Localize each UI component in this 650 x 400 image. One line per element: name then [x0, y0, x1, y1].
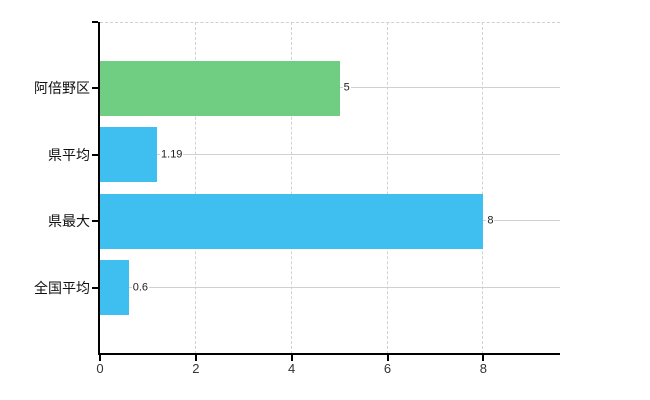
bar-3	[100, 193, 484, 249]
x-axis-tick-label: 8	[479, 361, 487, 376]
y-axis-tick	[92, 220, 98, 223]
y-category-label: 全国平均	[34, 279, 90, 296]
bar-value-label: 5	[342, 81, 351, 95]
y-category-label: 阿倍野区	[34, 80, 90, 97]
horizontal-gridline	[100, 153, 560, 155]
x-axis	[98, 353, 560, 355]
x-axis-tick-label: 0	[96, 361, 104, 376]
x-axis-tick	[386, 355, 389, 361]
plot-area: 5 1.19 8 0.6	[100, 22, 560, 354]
x-axis-tick	[99, 355, 101, 361]
y-axis-top-tick	[92, 21, 98, 23]
vertical-gridline	[482, 22, 484, 354]
x-axis-tick	[194, 355, 197, 361]
y-axis	[98, 22, 100, 354]
bar-4	[100, 260, 129, 316]
x-axis-tick-label: 6	[383, 361, 392, 376]
x-axis-tick-label: 4	[288, 361, 296, 376]
horizontal-gridline	[100, 286, 560, 288]
bar-value-label: 8	[486, 214, 495, 228]
vertical-gridline	[194, 22, 196, 354]
bar-2	[100, 127, 158, 183]
bar-value-label: 0.6	[131, 281, 150, 295]
y-category-label: 県最大	[48, 213, 90, 230]
y-axis-tick	[92, 286, 98, 289]
bar-1	[100, 60, 340, 116]
vertical-gridline	[386, 22, 388, 354]
plot-top-border	[100, 22, 560, 23]
bar-value-label: 1.19	[160, 148, 184, 162]
y-axis-tick	[92, 153, 98, 156]
vertical-gridline	[290, 22, 292, 354]
x-axis-tick	[290, 355, 293, 361]
x-axis-tick-label: 2	[192, 361, 200, 376]
y-category-label: 県平均	[48, 146, 90, 163]
x-axis-tick	[482, 355, 485, 361]
y-axis-tick	[92, 87, 98, 90]
